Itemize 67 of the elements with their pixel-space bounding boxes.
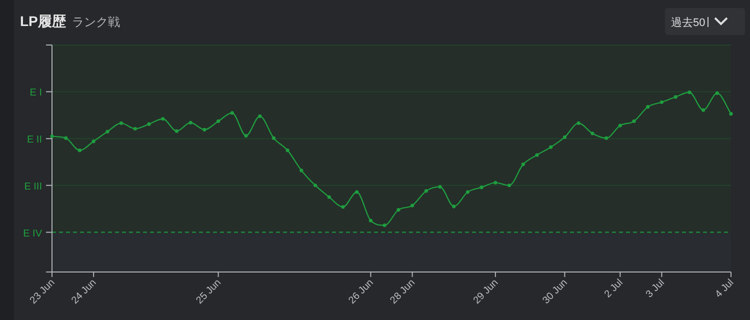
point bbox=[78, 148, 82, 152]
x-tick-label: 28 Jun bbox=[388, 277, 418, 306]
point bbox=[646, 105, 650, 109]
point bbox=[286, 148, 290, 152]
point bbox=[410, 204, 414, 208]
point bbox=[258, 114, 262, 118]
point bbox=[202, 128, 206, 132]
point bbox=[562, 135, 567, 139]
x-tick-label: 24 Jun bbox=[70, 277, 99, 306]
point bbox=[521, 162, 525, 166]
point bbox=[424, 189, 428, 193]
point bbox=[438, 185, 442, 189]
chart-subtitle: ランク戦 bbox=[72, 15, 120, 29]
x-tick-label: 25 Jun bbox=[194, 277, 224, 306]
point bbox=[396, 208, 400, 212]
x-tick-label: 30 Jun bbox=[540, 277, 570, 306]
point bbox=[313, 184, 318, 188]
point bbox=[188, 120, 192, 124]
point bbox=[632, 119, 636, 124]
point bbox=[452, 204, 456, 208]
point bbox=[729, 112, 733, 116]
point bbox=[507, 184, 512, 188]
point bbox=[480, 186, 484, 190]
point bbox=[174, 129, 179, 133]
point bbox=[216, 119, 220, 124]
chart-title: LP履歴 bbox=[20, 13, 67, 29]
ref-line-label: E III bbox=[24, 181, 42, 192]
point bbox=[230, 111, 234, 115]
point bbox=[715, 91, 719, 95]
point bbox=[701, 108, 706, 112]
point bbox=[133, 126, 137, 131]
point bbox=[618, 124, 622, 128]
point bbox=[535, 153, 539, 157]
ref-line-label: E II bbox=[26, 134, 42, 146]
x-tick-label: 4 Jul bbox=[713, 277, 736, 300]
point bbox=[368, 218, 373, 222]
x-tick-label: 2 Jul bbox=[602, 277, 626, 300]
x-tick-label: 3 Jul bbox=[644, 277, 667, 300]
point bbox=[272, 136, 276, 140]
point bbox=[382, 223, 386, 228]
point bbox=[147, 122, 151, 126]
point bbox=[590, 132, 594, 136]
point bbox=[50, 134, 54, 138]
point bbox=[674, 95, 678, 99]
ref-line-label: E IV bbox=[23, 228, 42, 240]
point bbox=[161, 117, 165, 121]
point bbox=[106, 130, 110, 134]
x-tick-label: 26 Jun bbox=[346, 277, 376, 306]
point bbox=[341, 205, 345, 209]
x-tick-label: 23 Jun bbox=[28, 277, 58, 306]
point bbox=[64, 136, 68, 140]
point bbox=[688, 90, 692, 94]
point bbox=[549, 145, 553, 149]
point bbox=[494, 180, 498, 184]
ref-line-label: E I bbox=[30, 88, 42, 99]
point bbox=[604, 136, 608, 140]
point bbox=[300, 168, 304, 172]
x-tick-label: 29 Jun bbox=[472, 277, 501, 306]
point bbox=[119, 121, 124, 125]
point bbox=[92, 140, 96, 144]
point bbox=[355, 190, 359, 194]
point bbox=[327, 195, 331, 199]
point bbox=[660, 100, 664, 104]
point bbox=[466, 190, 470, 194]
text: 過去50 bbox=[671, 16, 706, 29]
point bbox=[244, 134, 248, 138]
point bbox=[576, 121, 580, 125]
